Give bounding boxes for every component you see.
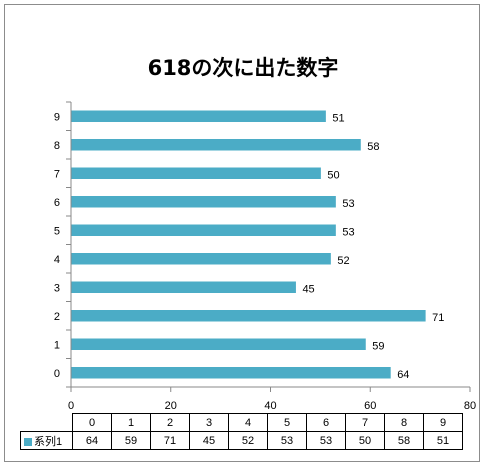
table-header-cell: 7 [345, 413, 385, 432]
data-label: 71 [432, 312, 444, 324]
data-label: 50 [327, 169, 339, 181]
chart-title: 618の次に出た数字 [147, 56, 339, 80]
table-header-cell: 3 [189, 413, 229, 432]
table-cell: 45 [189, 431, 229, 450]
category-tick-label: 6 [54, 197, 60, 209]
data-label: 51 [332, 112, 344, 124]
bar [71, 224, 336, 236]
data-label: 64 [397, 369, 409, 381]
series-name: 系列1 [34, 435, 63, 448]
table-cell: 59 [111, 431, 151, 450]
table-cell: 52 [228, 431, 268, 450]
bar [71, 139, 361, 151]
bar [71, 281, 296, 293]
category-tick-label: 2 [54, 311, 60, 323]
table-cell: 71 [150, 431, 190, 450]
data-label: 53 [342, 198, 354, 210]
category-tick-label: 0 [54, 368, 60, 380]
category-tick-label: 1 [54, 339, 60, 351]
table-header-cell: 2 [150, 413, 190, 432]
bar [71, 338, 366, 350]
value-tick-label: 20 [165, 400, 177, 412]
table-header-cell: 8 [384, 413, 424, 432]
category-tick-label: 5 [54, 225, 60, 237]
table-cell: 50 [345, 431, 385, 450]
category-tick-label: 9 [54, 111, 60, 123]
data-label: 45 [302, 283, 314, 295]
table-cell: 64 [72, 431, 112, 450]
category-tick-label: 3 [54, 282, 60, 294]
data-label: 53 [342, 226, 354, 238]
bar [71, 310, 426, 322]
table-row: 系列1 64 59 71 45 52 53 53 50 58 51 [20, 431, 463, 450]
bar [71, 367, 391, 379]
value-tick-label: 60 [364, 400, 376, 412]
table-cell: 53 [267, 431, 307, 450]
value-tick-label: 40 [264, 400, 276, 412]
bar [71, 167, 321, 179]
table-corner [20, 413, 73, 432]
data-label: 59 [372, 340, 384, 352]
bar [71, 110, 326, 122]
value-tick-label: 80 [464, 400, 476, 412]
data-label: 52 [337, 255, 349, 267]
category-tick-label: 4 [54, 254, 60, 266]
bar [71, 196, 336, 208]
table-cell: 58 [384, 431, 424, 450]
table-cell: 51 [423, 431, 463, 450]
table-cell: 53 [306, 431, 346, 450]
table-header-cell: 0 [72, 413, 112, 432]
value-tick-label: 0 [68, 400, 74, 412]
data-label: 58 [367, 141, 379, 153]
chart-border [4, 4, 480, 462]
table-header-cell: 5 [267, 413, 307, 432]
table-header-cell: 1 [111, 413, 151, 432]
bar [71, 253, 331, 265]
table-header-cell: 6 [306, 413, 346, 432]
category-tick-label: 8 [54, 140, 60, 152]
category-tick-label: 7 [54, 168, 60, 180]
series-swatch [24, 437, 32, 446]
table-header-cell: 9 [423, 413, 463, 432]
table-header-cell: 4 [228, 413, 268, 432]
table-series-cell: 系列1 [20, 431, 73, 450]
